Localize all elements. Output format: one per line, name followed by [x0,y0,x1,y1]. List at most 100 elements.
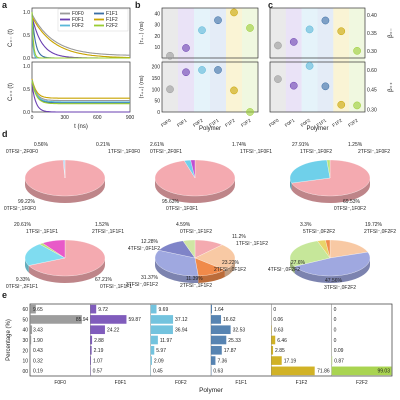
panel-e-ytick: 10 [22,359,28,365]
pie-6-slice [317,239,331,259]
panel-c-bottom-point-F0F1 [289,81,298,90]
pie-3-slice-side [290,178,292,191]
panel-c-ytick-bottom: 0.45 [367,88,377,94]
panel-c-xtick-F1F2: F1F2 [331,117,343,128]
panel-b-bottom-point-F2F2 [246,108,254,116]
pie-1-label: 0TFSI⁻,2F0F0 [6,149,38,155]
panel-b-bottom-point-F1F2 [230,86,238,95]
pie-2-label: 0TFSI⁻,1F0F1 [166,206,198,212]
panel-e-ytick: 60 [22,307,28,313]
panel-e-bar-label: 59.87 [128,317,141,323]
panel-e-bar-label: 85.94 [76,317,89,323]
pie-4-pct: 67.21% [95,277,113,283]
panel-e-ytick: 40 [22,328,28,334]
panel-a-bottom-line-F1F1 [31,80,130,104]
panel-e-ytick: 20 [22,348,28,354]
panel-e-bar-label: 71.86 [317,369,330,375]
pie-1-pct: 99.22% [18,199,36,205]
pie-1-slice [64,159,66,179]
panel-e-bar-label: 3.43 [33,328,43,334]
panel-c-xtick-F0F0: F0F0 [268,117,280,128]
panel-e-bar-label: 0 [334,338,337,344]
panel-e-bar-label: 0 [273,307,276,313]
pie-3-pct: 69.53% [343,199,361,205]
panel-e-bar-label: 24.22 [107,328,120,334]
pie-6-pct: 3.3% [300,222,312,228]
panel-e-bar-label: 11.97 [160,338,172,344]
pie-3-label: 2TFSI⁻,1F0F2 [358,149,390,155]
pie-4-pct: 20.61% [14,222,32,228]
pie-1-pct: 0.21% [96,142,111,148]
panel-b-ytick-bottom: 50 [154,99,160,105]
panel-e-bar-label: 2.09 [154,358,164,364]
pie-6-slice-side [294,258,370,283]
pie-5-slice-side [155,258,199,283]
panel-c-band-F0F0 [270,8,286,112]
panel-b-bottom-point-F0F0 [166,85,174,94]
pie-4-pct: 1.52% [95,222,110,228]
pie-3-label: 0TFSI⁻,1F0F2 [334,206,366,212]
panel-b-ytick-bottom: 200 [152,65,161,71]
pie-5-label: 1TFSI⁻,1F1F2 [236,241,268,247]
panel-e-bar-F1F2 [271,345,274,355]
pie-2-label: 0TFSI⁻,2F0F1 [150,149,182,155]
panel-e-bar-F0F1 [90,315,127,324]
panel-e-bar-label: 0.19 [33,369,43,375]
panel-b-bottom-point-F0F2 [198,66,206,74]
pie-5-label: 3TFSI⁻,0F1F2 [126,282,158,288]
panel-b-xtick-F1F2: F1F2 [224,117,236,128]
pie-5-slice [182,239,196,259]
panel-e-bar-label: 0.32 [33,358,43,364]
panel-a-top-line-F1F2 [31,16,130,59]
panel-e-bar-label: 2.19 [94,348,104,354]
pie-5-slice [194,257,226,277]
panel-e-bar-label: 5.97 [156,348,166,354]
panel-a-ylabel-bottom: C₊₊ (t) [8,83,14,101]
panel-e-bar-label: 0.06 [273,317,283,323]
panel-e-bar-label: 17.19 [284,358,297,364]
pie-5-slice [158,240,196,259]
panel-e-bar-label: 0.63 [274,328,284,334]
pie-5-pct: 11.2% [232,234,246,240]
panel-e-bar-label: 0.57 [93,369,103,375]
pie-6-slice-side [290,258,295,274]
panel-e-bar-label: 0 [334,307,337,313]
panel-e-bar-label: 37.12 [175,317,188,323]
panel-a-legend-label-F1F1: F1F1 [106,11,118,17]
panel-e-bar-label: 17.87 [224,348,237,354]
panel-label-c: c [268,0,273,10]
pie-5-pct: 4.59% [176,222,191,228]
panel-a-legend-box [57,8,129,32]
panel-a-ytick-bottom: 0.0 [23,110,30,116]
panel-e-xtick-F1F1: F1F1 [235,380,247,386]
panel-b-band-F1F2 [226,8,242,112]
pie-1-label: 1TFSI⁻,1F0F0 [108,149,140,155]
panel-e-bar-F1F1 [211,356,216,365]
pie-1-label: 0TFSI⁻,1F0F0 [4,206,36,212]
panel-b-xtick-F0F1: F0F1 [176,117,188,128]
panel-e-ytick: 00 [22,369,28,375]
panel-e-bar-label: 2.85 [275,348,285,354]
panel-e-bar-F0F2 [150,315,174,324]
panel-e-bar-F0F0 [30,315,82,324]
panel-a-ytick-top: 1.0 [23,10,30,16]
panel-b-top-point-F0F1 [182,44,190,52]
panel-a-ylabel-top: C₊₋ (t) [8,29,14,47]
pie-4-label: 0TFSI⁻,2F1F1 [6,284,38,290]
pie-5-pct: 31.37% [141,275,159,281]
panel-c-ytick-top: 0.30 [367,49,377,55]
panel-a-xtick: 0 [31,115,34,121]
pie-6-label: 4TFSI⁻,0F2F2 [268,267,300,273]
panel-e-bar-label: 0.87 [334,358,344,364]
panel-e-bar-label: 1.07 [93,358,103,364]
pie-4-label: 1TFSI⁻,1F1F1 [26,229,58,235]
panel-a-top-line-F2F2 [31,11,130,59]
panel-a-bottom-frame [31,61,131,113]
pie-3-slice [289,159,331,184]
panel-e-bar-F0F2 [150,325,173,335]
panel-e-ytick: 30 [22,338,28,344]
panel-c-top-point-F0F2 [305,25,314,34]
pie-5-pct: 12.28% [141,239,159,245]
panel-a-xlabel: t (ns) [74,124,88,130]
